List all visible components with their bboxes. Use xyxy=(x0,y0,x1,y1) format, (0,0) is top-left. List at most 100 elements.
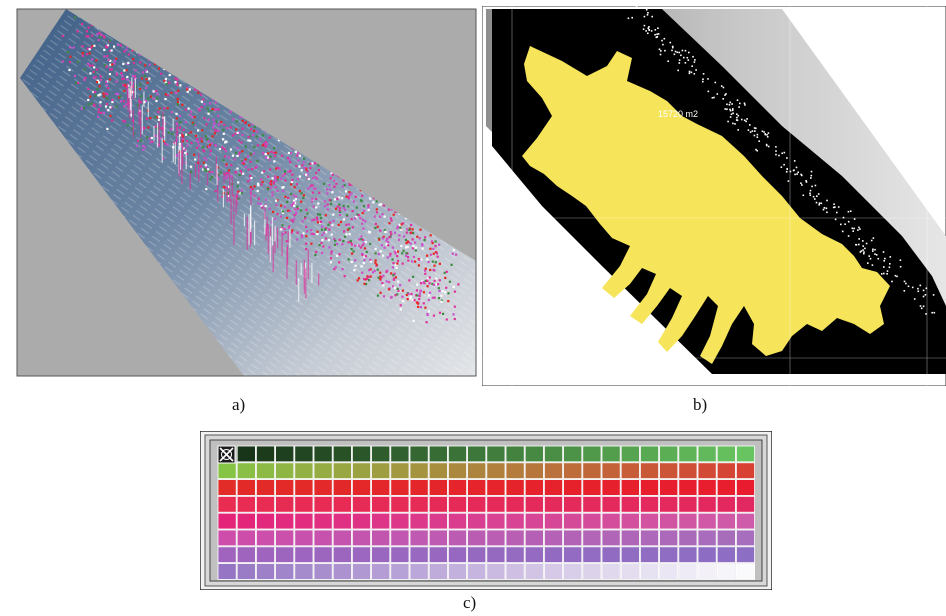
palette-swatch[interactable] xyxy=(736,479,756,496)
palette-swatch[interactable] xyxy=(582,462,602,479)
palette-swatch[interactable] xyxy=(601,512,621,530)
palette-swatch[interactable] xyxy=(313,529,333,547)
palette-swatch[interactable] xyxy=(736,462,756,479)
palette-swatch[interactable] xyxy=(275,445,295,463)
palette-swatch[interactable] xyxy=(736,512,756,530)
palette-swatch[interactable] xyxy=(256,546,276,564)
palette-swatch[interactable] xyxy=(543,512,563,530)
palette-swatch[interactable] xyxy=(601,479,621,496)
palette-swatch[interactable] xyxy=(351,445,371,463)
palette-swatch[interactable] xyxy=(486,496,506,513)
palette-swatch[interactable] xyxy=(332,529,352,547)
palette-swatch[interactable] xyxy=(256,529,276,547)
palette-swatch[interactable] xyxy=(543,496,563,513)
palette-swatch[interactable] xyxy=(659,496,679,513)
palette-swatch[interactable] xyxy=(428,546,448,564)
palette-swatch[interactable] xyxy=(659,512,679,530)
palette-swatch[interactable] xyxy=(639,479,659,496)
palette-swatch[interactable] xyxy=(563,529,583,547)
palette-swatch[interactable] xyxy=(294,496,314,513)
palette-swatch[interactable] xyxy=(217,563,237,580)
palette-swatch[interactable] xyxy=(275,479,295,496)
palette-swatch[interactable] xyxy=(371,496,391,513)
palette-swatch[interactable] xyxy=(313,445,333,463)
palette-swatch[interactable] xyxy=(678,496,698,513)
palette-swatch[interactable] xyxy=(467,512,487,530)
palette-swatch[interactable] xyxy=(217,496,237,513)
palette-swatch[interactable] xyxy=(678,512,698,530)
palette-swatch[interactable] xyxy=(697,462,717,479)
palette-swatch[interactable] xyxy=(371,479,391,496)
palette-swatch[interactable] xyxy=(505,563,525,580)
palette-swatch[interactable] xyxy=(256,496,276,513)
palette-swatch[interactable] xyxy=(716,512,736,530)
palette-swatch[interactable] xyxy=(294,546,314,564)
palette-swatch[interactable] xyxy=(716,546,736,564)
palette-swatch[interactable] xyxy=(524,462,544,479)
palette-swatch[interactable] xyxy=(390,496,410,513)
palette-swatch[interactable] xyxy=(371,512,391,530)
palette-swatch[interactable] xyxy=(217,529,237,547)
palette-swatch[interactable] xyxy=(543,563,563,580)
palette-swatch[interactable] xyxy=(236,479,256,496)
palette-swatch[interactable] xyxy=(543,445,563,463)
palette-swatch[interactable] xyxy=(620,546,640,564)
palette-swatch[interactable] xyxy=(601,546,621,564)
palette-swatch[interactable] xyxy=(678,546,698,564)
palette-swatch[interactable] xyxy=(543,529,563,547)
palette-swatch[interactable] xyxy=(467,546,487,564)
palette-swatch[interactable] xyxy=(447,445,467,463)
palette-swatch[interactable] xyxy=(236,512,256,530)
palette-swatch[interactable] xyxy=(601,563,621,580)
palette-swatch[interactable] xyxy=(313,512,333,530)
palette-swatch[interactable] xyxy=(351,563,371,580)
palette-swatch[interactable] xyxy=(678,529,698,547)
palette-swatch[interactable] xyxy=(563,445,583,463)
palette-swatch[interactable] xyxy=(294,512,314,530)
palette-swatch[interactable] xyxy=(505,512,525,530)
palette-swatch[interactable] xyxy=(620,563,640,580)
palette-swatch[interactable] xyxy=(505,479,525,496)
palette-swatch[interactable] xyxy=(294,462,314,479)
palette-swatch[interactable] xyxy=(505,529,525,547)
palette-swatch[interactable] xyxy=(697,563,717,580)
palette-swatch[interactable] xyxy=(601,496,621,513)
palette-swatch[interactable] xyxy=(563,462,583,479)
palette-swatch[interactable] xyxy=(447,546,467,564)
palette-swatch[interactable] xyxy=(428,496,448,513)
palette-swatch[interactable] xyxy=(409,462,429,479)
palette-swatch[interactable] xyxy=(582,546,602,564)
palette-swatch[interactable] xyxy=(332,462,352,479)
palette-swatch[interactable] xyxy=(524,563,544,580)
palette-swatch[interactable] xyxy=(505,445,525,463)
palette-swatch[interactable] xyxy=(409,529,429,547)
palette-swatch[interactable] xyxy=(236,462,256,479)
palette-swatch[interactable] xyxy=(275,563,295,580)
palette-swatch[interactable] xyxy=(313,496,333,513)
palette-swatch[interactable] xyxy=(601,462,621,479)
palette-swatch[interactable] xyxy=(639,563,659,580)
palette-swatch[interactable] xyxy=(524,496,544,513)
palette-swatch[interactable] xyxy=(371,462,391,479)
palette-swatch[interactable] xyxy=(524,479,544,496)
palette-swatch[interactable] xyxy=(563,563,583,580)
palette-swatch[interactable] xyxy=(294,445,314,463)
palette-swatch[interactable] xyxy=(639,445,659,463)
palette-swatch[interactable] xyxy=(639,462,659,479)
palette-swatch[interactable] xyxy=(313,563,333,580)
palette-swatch[interactable] xyxy=(659,529,679,547)
palette-swatch[interactable] xyxy=(447,496,467,513)
palette-swatch[interactable] xyxy=(524,546,544,564)
palette-swatch[interactable] xyxy=(543,546,563,564)
palette-swatch[interactable] xyxy=(371,529,391,547)
palette-swatch[interactable] xyxy=(697,529,717,547)
palette-swatch[interactable] xyxy=(736,563,756,580)
palette-swatch[interactable] xyxy=(447,512,467,530)
palette-swatch[interactable] xyxy=(236,563,256,580)
palette-swatch[interactable] xyxy=(390,563,410,580)
palette-swatch[interactable] xyxy=(275,462,295,479)
palette-swatch[interactable] xyxy=(563,479,583,496)
palette-swatch[interactable] xyxy=(639,529,659,547)
palette-swatch[interactable] xyxy=(486,445,506,463)
palette-swatch[interactable] xyxy=(313,462,333,479)
